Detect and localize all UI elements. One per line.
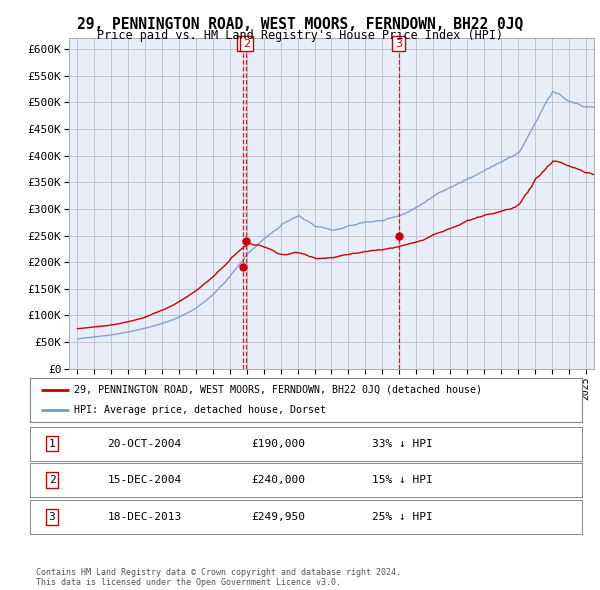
Text: 25% ↓ HPI: 25% ↓ HPI [372, 512, 433, 522]
Text: 2: 2 [243, 39, 250, 49]
Text: 15-DEC-2004: 15-DEC-2004 [107, 476, 182, 485]
Text: Contains HM Land Registry data © Crown copyright and database right 2024.
This d: Contains HM Land Registry data © Crown c… [36, 568, 401, 587]
Text: 29, PENNINGTON ROAD, WEST MOORS, FERNDOWN, BH22 0JQ (detached house): 29, PENNINGTON ROAD, WEST MOORS, FERNDOW… [74, 385, 482, 395]
Text: £240,000: £240,000 [251, 476, 305, 485]
Text: 3: 3 [395, 39, 402, 49]
Text: Price paid vs. HM Land Registry's House Price Index (HPI): Price paid vs. HM Land Registry's House … [97, 30, 503, 42]
Text: 2: 2 [49, 476, 55, 485]
Text: 1: 1 [49, 439, 55, 448]
Text: 29, PENNINGTON ROAD, WEST MOORS, FERNDOWN, BH22 0JQ: 29, PENNINGTON ROAD, WEST MOORS, FERNDOW… [77, 17, 523, 31]
Text: 33% ↓ HPI: 33% ↓ HPI [372, 439, 433, 448]
Text: 18-DEC-2013: 18-DEC-2013 [107, 512, 182, 522]
Text: 1: 1 [240, 39, 247, 49]
Text: 20-OCT-2004: 20-OCT-2004 [107, 439, 182, 448]
Text: HPI: Average price, detached house, Dorset: HPI: Average price, detached house, Dors… [74, 405, 326, 415]
Text: £190,000: £190,000 [251, 439, 305, 448]
Text: 3: 3 [49, 512, 55, 522]
Text: 15% ↓ HPI: 15% ↓ HPI [372, 476, 433, 485]
Text: £249,950: £249,950 [251, 512, 305, 522]
